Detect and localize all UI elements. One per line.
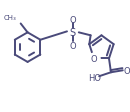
Text: HO: HO bbox=[88, 73, 101, 82]
Text: O: O bbox=[70, 16, 76, 25]
Text: CH₃: CH₃ bbox=[4, 14, 17, 20]
Text: O: O bbox=[70, 41, 76, 50]
Text: S: S bbox=[70, 28, 76, 38]
Text: O: O bbox=[123, 66, 130, 75]
Text: O: O bbox=[91, 54, 97, 63]
